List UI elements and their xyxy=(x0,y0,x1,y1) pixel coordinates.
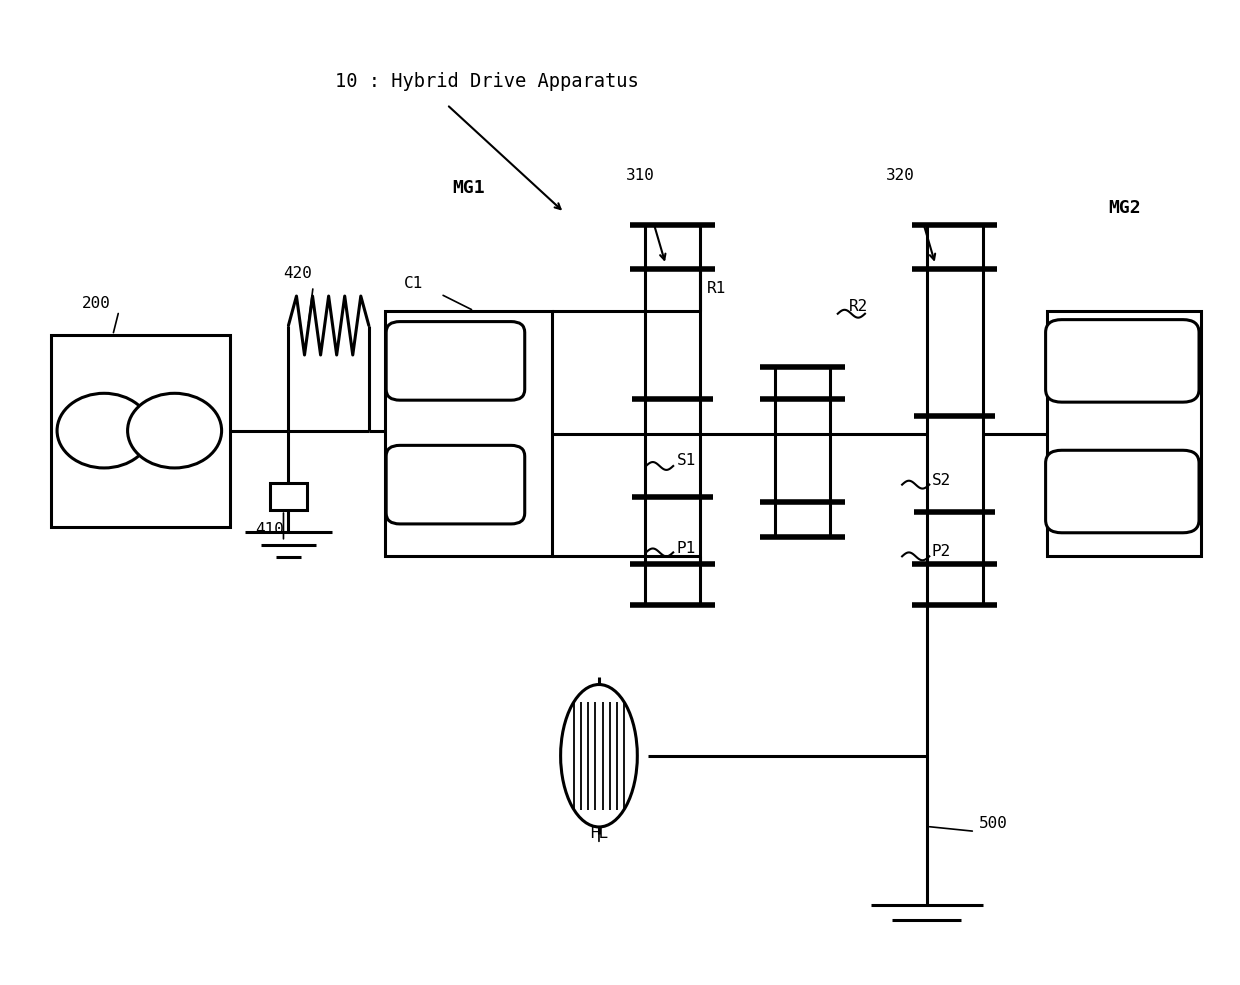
Text: 420: 420 xyxy=(284,266,312,282)
FancyBboxPatch shape xyxy=(386,445,525,524)
Text: P1: P1 xyxy=(677,542,696,557)
Text: 310: 310 xyxy=(626,168,655,183)
Bar xyxy=(384,311,552,557)
Text: R1: R1 xyxy=(707,281,725,296)
FancyBboxPatch shape xyxy=(386,321,525,400)
Text: 320: 320 xyxy=(887,168,915,183)
Bar xyxy=(51,335,231,527)
Text: S1: S1 xyxy=(677,453,696,468)
Bar xyxy=(270,483,308,510)
Text: MG2: MG2 xyxy=(1107,199,1141,217)
Text: FL: FL xyxy=(589,826,609,841)
Bar xyxy=(1047,311,1202,557)
Text: 410: 410 xyxy=(255,522,284,537)
Text: 500: 500 xyxy=(978,817,1008,831)
FancyBboxPatch shape xyxy=(1045,319,1199,402)
Text: P2: P2 xyxy=(931,545,951,559)
Text: 10 : Hybrid Drive Apparatus: 10 : Hybrid Drive Apparatus xyxy=(336,72,639,91)
FancyBboxPatch shape xyxy=(1045,450,1199,533)
Circle shape xyxy=(128,393,222,468)
Text: C1: C1 xyxy=(403,276,423,292)
Text: 200: 200 xyxy=(82,296,110,311)
Circle shape xyxy=(57,393,151,468)
Text: R2: R2 xyxy=(849,298,868,314)
Text: S2: S2 xyxy=(931,473,951,488)
Ellipse shape xyxy=(560,685,637,827)
Text: MG1: MG1 xyxy=(453,179,485,197)
